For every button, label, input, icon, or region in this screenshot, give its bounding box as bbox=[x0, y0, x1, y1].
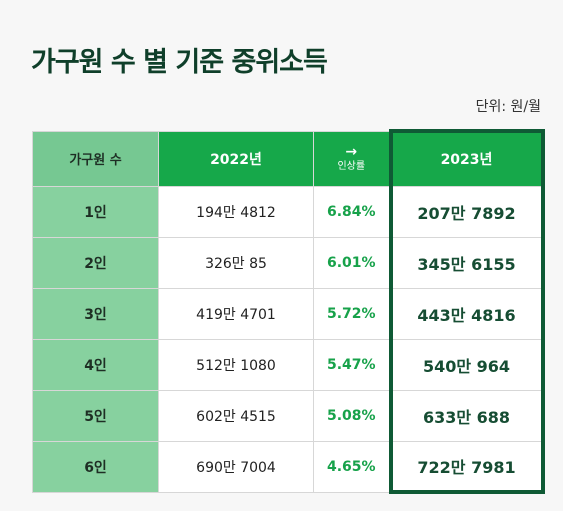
row-value-2023: 540만 964 bbox=[388, 338, 545, 391]
table-row: 5인 602만 4515 5.08% 633만 688 bbox=[32, 389, 545, 442]
header-household-size: 가구원 수 bbox=[32, 130, 159, 187]
row-value-2023: 633만 688 bbox=[388, 389, 545, 442]
row-value-2022: 512만 1080 bbox=[158, 338, 314, 391]
row-value-2022: 690만 7004 bbox=[158, 440, 314, 493]
row-household-size: 5인 bbox=[32, 389, 159, 442]
row-rate: 5.47% bbox=[313, 338, 391, 391]
row-value-2023: 207만 7892 bbox=[388, 185, 545, 238]
row-household-size: 4인 bbox=[32, 338, 159, 391]
row-value-2022: 194만 4812 bbox=[158, 185, 314, 238]
table-row: 2인 326만 85 6.01% 345만 6155 bbox=[32, 236, 545, 289]
row-value-2023: 345만 6155 bbox=[388, 236, 545, 289]
row-value-2022: 419만 4701 bbox=[158, 287, 314, 340]
row-rate: 5.72% bbox=[313, 287, 391, 340]
row-value-2023: 443만 4816 bbox=[388, 287, 545, 340]
row-value-2022: 602만 4515 bbox=[158, 389, 314, 442]
row-rate: 6.01% bbox=[313, 236, 391, 289]
header-rate-label: 인상률 bbox=[337, 160, 366, 172]
arrow-right-icon: → bbox=[345, 144, 358, 161]
table-header-row: 가구원 수 2022년 → 인상률 2023년 bbox=[32, 129, 545, 187]
median-income-table: 가구원 수 2022년 → 인상률 2023년 1인 194만 4812 6.8… bbox=[32, 129, 545, 494]
table-row: 1인 194만 4812 6.84% 207만 7892 bbox=[32, 185, 545, 238]
table-row: 3인 419만 4701 5.72% 443만 4816 bbox=[32, 287, 545, 340]
row-rate: 6.84% bbox=[313, 185, 391, 238]
row-household-size: 3인 bbox=[32, 287, 159, 340]
row-rate: 4.65% bbox=[313, 440, 391, 493]
header-2022: 2022년 bbox=[158, 130, 314, 187]
row-value-2022: 326만 85 bbox=[158, 236, 314, 289]
row-household-size: 6인 bbox=[32, 440, 159, 493]
row-rate: 5.08% bbox=[313, 389, 391, 442]
row-household-size: 2인 bbox=[32, 236, 159, 289]
header-rate: → 인상률 bbox=[313, 130, 391, 187]
header-2023: 2023년 bbox=[388, 129, 545, 187]
unit-label: 단위: 원/월 bbox=[475, 99, 541, 115]
row-value-2023: 722만 7981 bbox=[388, 440, 545, 494]
page-title: 가구원 수 별 기준 중위소득 bbox=[31, 47, 328, 78]
table-row: 4인 512만 1080 5.47% 540만 964 bbox=[32, 338, 545, 391]
table-row: 6인 690만 7004 4.65% 722만 7981 bbox=[32, 440, 545, 494]
row-household-size: 1인 bbox=[32, 185, 159, 238]
